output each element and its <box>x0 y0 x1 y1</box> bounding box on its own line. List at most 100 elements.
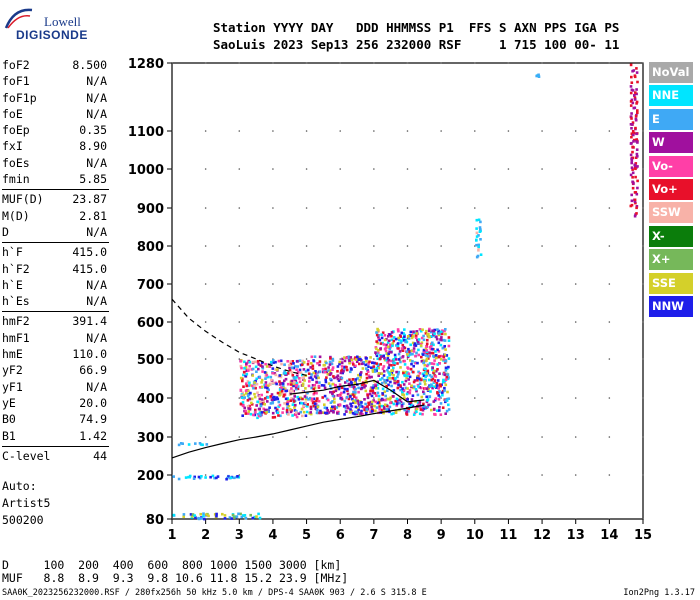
echo-point <box>371 366 374 370</box>
echo-point <box>205 513 208 516</box>
echo-point <box>636 80 639 84</box>
param-value: N/A <box>86 379 107 394</box>
echo-point <box>304 401 307 404</box>
grid-dot <box>339 245 342 247</box>
echo-point <box>276 397 280 401</box>
echo-point <box>264 397 267 400</box>
echo-point <box>301 390 305 393</box>
echo-point <box>390 334 393 338</box>
echo-point <box>392 358 395 361</box>
echo-point <box>427 357 430 360</box>
echo-point <box>433 385 436 388</box>
grid-dot <box>406 168 409 170</box>
echo-point <box>383 356 386 360</box>
echo-point <box>442 355 446 359</box>
echo-point <box>260 393 263 397</box>
echo-point <box>253 384 256 388</box>
echo-point <box>444 366 448 370</box>
param-value: N/A <box>86 224 107 239</box>
echo-point <box>326 398 330 402</box>
echo-point <box>350 382 353 385</box>
echo-point <box>419 406 422 409</box>
echo-point <box>407 372 411 375</box>
echo-point <box>402 371 405 375</box>
legend-item-e: E <box>649 108 693 130</box>
echo-point <box>630 161 633 165</box>
echo-point <box>397 370 400 374</box>
echo-point <box>415 389 418 393</box>
echo-point <box>427 329 431 333</box>
echo-point <box>428 335 431 339</box>
echo-point <box>331 366 335 369</box>
echo-point <box>410 398 414 401</box>
echo-point <box>630 193 633 197</box>
echo-point <box>337 387 341 391</box>
echo-point <box>351 378 355 381</box>
echo-point <box>386 341 390 344</box>
echo-point <box>422 353 425 356</box>
echo-point <box>442 358 446 361</box>
echo-point <box>258 397 262 401</box>
echo-point <box>281 387 285 391</box>
echo-point <box>354 356 357 359</box>
echo-point <box>291 373 295 377</box>
echo-point <box>202 512 205 515</box>
grid-dot <box>440 168 442 170</box>
echo-point <box>258 386 262 389</box>
echo-point <box>252 413 255 417</box>
echo-point <box>413 411 417 415</box>
y-tick-label: 1000 <box>128 163 164 178</box>
echo-point <box>188 475 191 479</box>
param-separator <box>2 311 109 313</box>
echo-point <box>354 396 358 400</box>
echo-point <box>425 372 429 375</box>
echo-point <box>391 344 394 348</box>
echo-point <box>267 410 270 413</box>
echo-point <box>353 357 356 361</box>
echo-point <box>315 391 318 395</box>
echo-point <box>435 382 439 385</box>
echo-point <box>413 379 417 382</box>
echo-point <box>387 352 390 355</box>
grid-dot <box>305 245 308 247</box>
echo-point <box>423 363 427 367</box>
echo-point <box>415 410 418 413</box>
echo-point <box>338 383 342 386</box>
echo-point <box>197 516 200 520</box>
echo-point <box>405 392 409 396</box>
echo-point <box>396 375 399 379</box>
echo-point <box>380 408 384 412</box>
x-tick-label: 14 <box>600 528 618 543</box>
echo-point <box>447 365 450 369</box>
echo-point <box>329 390 332 394</box>
profile-line <box>171 404 425 459</box>
echo-point <box>361 367 365 370</box>
echo-point <box>363 398 366 401</box>
echo-point <box>633 98 637 101</box>
echo-point <box>337 379 341 382</box>
grid-dot <box>373 321 375 323</box>
param-label: foEs <box>2 155 30 170</box>
echo-point <box>280 362 283 366</box>
grid-dot <box>238 283 241 285</box>
echo-point <box>418 386 422 389</box>
grid-dot <box>406 474 409 476</box>
echo-point <box>381 377 384 380</box>
echo-point <box>324 367 327 371</box>
echo-point <box>243 406 246 410</box>
grid-dot <box>406 245 409 247</box>
grid-dot <box>574 168 577 170</box>
echo-point <box>401 390 404 394</box>
echo-point <box>633 96 637 100</box>
echo-point <box>277 405 280 408</box>
echo-point <box>257 407 261 411</box>
echo-point <box>377 335 380 339</box>
echo-point <box>356 411 359 414</box>
echo-point <box>292 382 296 386</box>
echo-point <box>295 387 298 391</box>
param-label: foF1 <box>2 74 30 89</box>
echo-point <box>193 475 196 479</box>
echo-point <box>302 404 305 408</box>
echo-point <box>283 393 286 397</box>
echo-point <box>316 362 319 365</box>
